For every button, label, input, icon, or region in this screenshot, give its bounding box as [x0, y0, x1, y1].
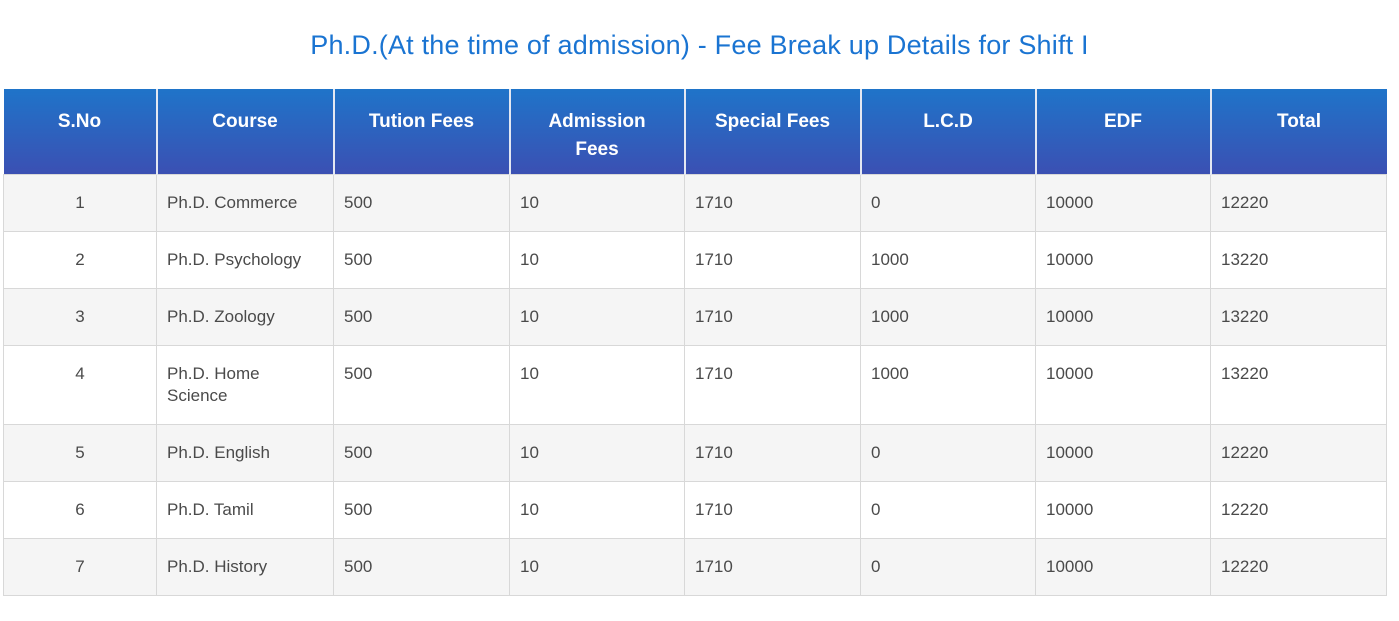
serial-number-cell: 1: [3, 174, 157, 232]
data-cell: 1710: [684, 345, 861, 425]
data-cell: 10: [509, 481, 685, 539]
data-cell: Ph.D. Psychology: [156, 231, 334, 289]
data-cell: 500: [333, 345, 510, 425]
data-cell: Ph.D. English: [156, 424, 334, 482]
data-cell: 1000: [860, 231, 1036, 289]
data-cell: 10000: [1035, 538, 1211, 596]
data-cell: 10000: [1035, 174, 1211, 232]
fee-breakup-table: S.No Course Tution Fees Admission Fees Speci…: [3, 89, 1387, 596]
data-cell: Ph.D. Commerce: [156, 174, 334, 232]
data-cell: 10: [509, 231, 685, 289]
column-header: L.C.D: [859, 89, 1036, 175]
column-header: Special Fees: [683, 89, 861, 175]
data-cell: 10000: [1035, 424, 1211, 482]
table-row: 3 Ph.D. Zoology 500 10 1710 1000 10000 13220: [3, 288, 1387, 346]
data-cell: 10: [509, 538, 685, 596]
page-title: Ph.D.(At the time of admission) - Fee Br…: [310, 30, 1089, 60]
column-header: EDF: [1034, 89, 1211, 175]
header-row: S.No Course Tution Fees Admission Fees Speci…: [3, 89, 1387, 175]
serial-number-cell: 2: [3, 231, 157, 289]
data-cell: 1710: [684, 538, 861, 596]
serial-number-cell: 7: [3, 538, 157, 596]
data-cell: 10000: [1035, 481, 1211, 539]
table-header: S.No Course Tution Fees Admission Fees Speci…: [3, 89, 1387, 175]
data-cell: 1710: [684, 481, 861, 539]
data-cell: 0: [860, 174, 1036, 232]
data-cell: 0: [860, 538, 1036, 596]
data-cell: 1710: [684, 424, 861, 482]
data-cell: Ph.D. Home Science: [156, 345, 334, 425]
data-cell: 10000: [1035, 231, 1211, 289]
data-cell: Ph.D. History: [156, 538, 334, 596]
column-header: Total: [1209, 89, 1387, 175]
data-cell: 1710: [684, 231, 861, 289]
table-row: 5 Ph.D. English 500 10 1710 0 10000 12220: [3, 424, 1387, 482]
column-header: Tution Fees: [332, 89, 510, 175]
serial-number-cell: 3: [3, 288, 157, 346]
table-row: 6 Ph.D. Tamil 500 10 1710 0 10000 12220: [3, 481, 1387, 539]
column-header: Course: [155, 89, 334, 175]
data-cell: 1000: [860, 288, 1036, 346]
table-row: 4 Ph.D. Home Science 500 10 1710 1000 10000 132…: [3, 345, 1387, 425]
serial-number-cell: 5: [3, 424, 157, 482]
data-cell: 0: [860, 481, 1036, 539]
data-cell: 1710: [684, 288, 861, 346]
data-cell: 500: [333, 174, 510, 232]
data-cell: 0: [860, 424, 1036, 482]
data-cell: 500: [333, 288, 510, 346]
data-cell: 500: [333, 538, 510, 596]
data-cell: 12220: [1210, 424, 1387, 482]
data-cell: 10: [509, 174, 685, 232]
serial-number-cell: 4: [3, 345, 157, 425]
data-cell: 1710: [684, 174, 861, 232]
data-cell: 1000: [860, 345, 1036, 425]
table-row: 1 Ph.D. Commerce 500 10 1710 0 10000 12220: [3, 174, 1387, 232]
serial-number-cell: 6: [3, 481, 157, 539]
data-cell: 13220: [1210, 288, 1387, 346]
table-row: 7 Ph.D. History 500 10 1710 0 10000 12220: [3, 538, 1387, 596]
table-body: 1 Ph.D. Commerce 500 10 1710 0 10000 12220 2 Ph.D…: [3, 174, 1387, 596]
data-cell: 500: [333, 424, 510, 482]
data-cell: 500: [333, 231, 510, 289]
data-cell: 10000: [1035, 345, 1211, 425]
data-cell: 12220: [1210, 538, 1387, 596]
data-cell: 12220: [1210, 481, 1387, 539]
data-cell: 10000: [1035, 288, 1211, 346]
data-cell: 10: [509, 288, 685, 346]
data-cell: Ph.D. Tamil: [156, 481, 334, 539]
data-cell: 500: [333, 481, 510, 539]
table-row: 2 Ph.D. Psychology 500 10 1710 1000 10000 13220: [3, 231, 1387, 289]
data-cell: 13220: [1210, 231, 1387, 289]
data-cell: 10: [509, 424, 685, 482]
data-cell: 10: [509, 345, 685, 425]
data-cell: Ph.D. Zoology: [156, 288, 334, 346]
column-header: S.No: [3, 89, 157, 175]
data-cell: 13220: [1210, 345, 1387, 425]
data-cell: 12220: [1210, 174, 1387, 232]
column-header: Admission Fees: [508, 89, 685, 175]
